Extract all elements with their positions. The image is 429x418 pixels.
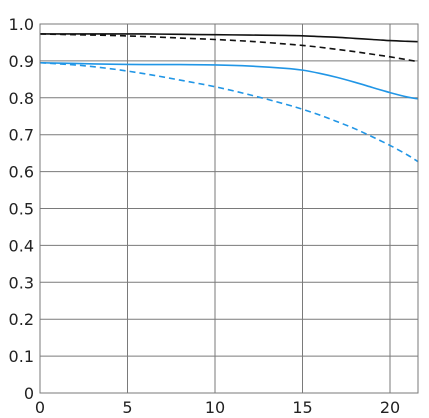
x-tick-labels: 0 5 10 15 20 [35,398,400,417]
y-tick-label: 0.5 [9,200,34,219]
y-tick-label: 0.8 [9,89,34,108]
y-tick-label: 0.1 [9,347,34,366]
y-tick-label: 0.9 [9,52,34,71]
solid-series-line-0 [40,33,419,43]
y-tick-label: 1.0 [9,15,34,34]
x-tick-label: 0 [35,398,45,417]
y-tick-labels: 0 0.1 0.2 0.3 0.4 0.5 0.6 0.7 0.8 0.9 1.0 [9,15,34,403]
y-tick-label: 0.4 [9,236,34,255]
y-tick-label: 0.3 [9,273,34,292]
x-tick-label: 20 [380,398,400,417]
x-tick-label: 5 [122,398,132,417]
solid-series-line-2 [39,61,419,100]
dashed-series-line-3 [39,61,419,163]
y-tick-label: 0.7 [9,126,34,145]
y-tick-label: 0.2 [9,310,34,329]
dashed-series-line-1 [39,33,419,63]
plot-frame [39,23,419,394]
y-tick-label: 0.6 [9,163,34,182]
series-lines [39,33,419,163]
grid-lines [40,24,418,393]
x-tick-label: 10 [205,398,225,417]
y-tick-label: 0 [24,384,34,403]
x-tick-label: 15 [292,398,312,417]
